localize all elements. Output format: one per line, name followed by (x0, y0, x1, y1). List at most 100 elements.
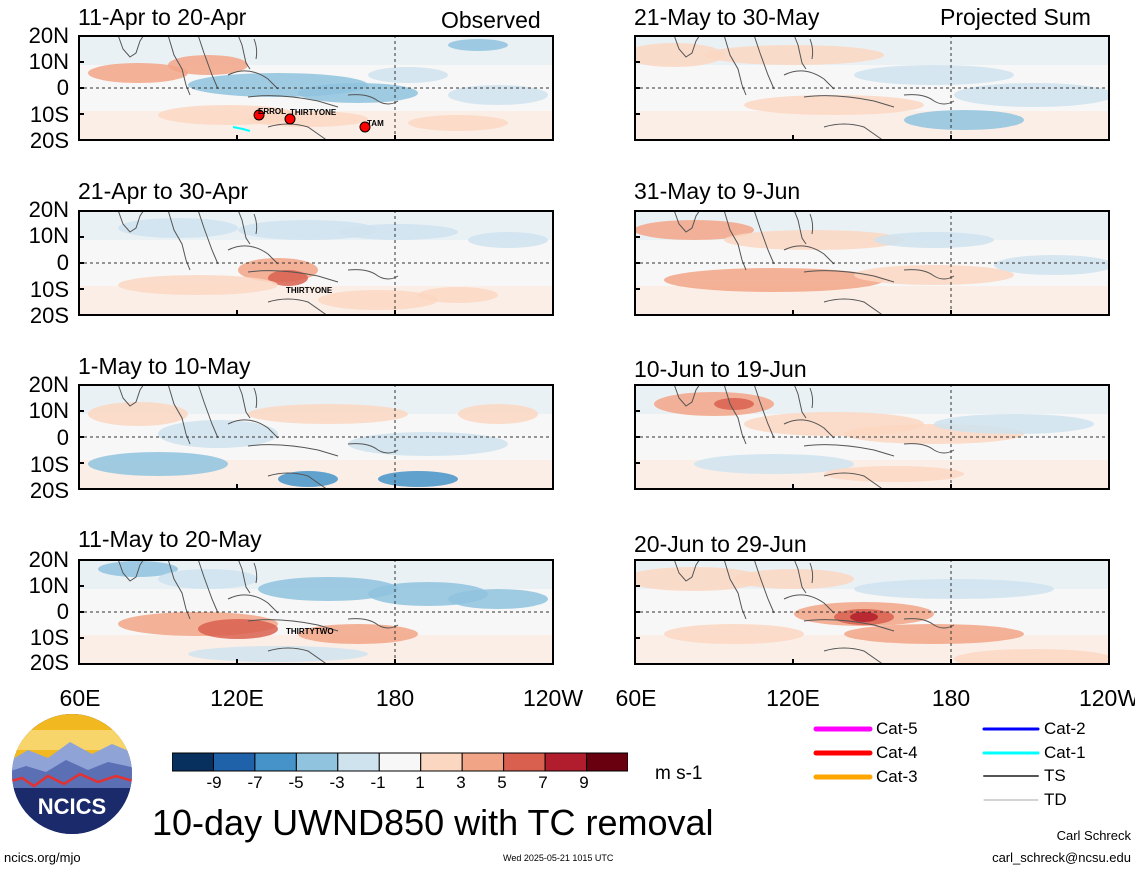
coastline (117, 35, 399, 141)
colorbar-tick-label: -5 (288, 773, 304, 792)
wind-anomaly-region (118, 275, 278, 295)
lat-label: 20S (29, 478, 69, 503)
map-panel-p1 (78, 35, 554, 141)
colorbar-swatch (172, 752, 214, 772)
wind-anomaly-region (298, 624, 418, 644)
panel-title-p2: 21-Apr to 30-Apr (78, 178, 249, 204)
wind-anomaly-region (318, 290, 438, 310)
map-panel-p7 (634, 384, 1110, 490)
wind-anomaly-region (158, 420, 278, 448)
field-tint (634, 286, 1110, 316)
colorbar-tick-label: -3 (329, 773, 345, 792)
lat-label: 10N (28, 49, 69, 74)
wind-anomaly-region (418, 287, 498, 303)
wind-anomaly-region (850, 612, 878, 622)
wind-anomaly-region (904, 110, 1024, 130)
footer-timestamp: Wed 2025-05-21 1015 UTC (503, 853, 614, 863)
wind-anomaly-region (298, 83, 418, 103)
wind-anomaly-region (734, 569, 854, 589)
lat-label: 10S (29, 277, 69, 302)
figure-title: 10-day UWND850 with TC removal (152, 802, 714, 843)
wind-anomaly-region (714, 398, 754, 410)
panel-title-p8: 20-Jun to 29-Jun (634, 531, 807, 557)
wind-anomaly-region (458, 404, 538, 424)
storm-label-thirtytwo: THIRTYTWO (286, 627, 334, 636)
wind-anomaly-region (704, 45, 884, 65)
legend-label-cat3: Cat-3 (876, 767, 918, 786)
colorbar-tick-label: 5 (497, 773, 507, 792)
observed-label: Observed (441, 7, 541, 33)
colorbar-swatch (378, 752, 422, 772)
legend-label-ts: TS (1044, 766, 1066, 785)
storm-marker-icon (359, 121, 371, 133)
colorbar-swatch (544, 752, 588, 772)
coastline (673, 35, 955, 141)
lat-label: 10S (29, 625, 69, 650)
wind-anomaly-region (448, 39, 508, 51)
lat-label: 0 (56, 250, 69, 275)
legend-label-cat1: Cat-1 (1044, 743, 1086, 762)
lat-label: 10S (29, 102, 69, 127)
lat-label: 0 (56, 599, 69, 624)
wind-anomaly-region (88, 452, 228, 476)
coastline (117, 384, 399, 490)
lat-label: 10S (29, 452, 69, 477)
wind-anomaly-region (258, 577, 398, 601)
colorbar-swatch (420, 752, 463, 772)
lat-label: 10N (28, 223, 69, 248)
colorbar-swatch (295, 752, 339, 772)
wind-anomaly-region (994, 255, 1110, 275)
colorbar-swatch (503, 752, 546, 772)
lat-label: 20S (29, 128, 69, 153)
storm-marker-icon (253, 109, 265, 121)
panel-title-p4: 11-May to 20-May (78, 526, 262, 552)
wind-anomaly-region (634, 567, 764, 591)
projected-label: Projected Sum (940, 4, 1091, 30)
wind-anomaly-region (448, 85, 548, 105)
colorbar-tick-label: 3 (456, 773, 466, 792)
colorbar-swatch (461, 752, 505, 772)
wind-anomaly-region (338, 224, 458, 240)
wind-anomaly-region (634, 220, 754, 240)
coastline (673, 384, 955, 490)
panel-title-p6: 31-May to 9-Jun (634, 178, 801, 204)
legend-label-cat2: Cat-2 (1044, 719, 1086, 738)
wind-anomaly-region (468, 232, 548, 248)
wind-anomaly-region (744, 95, 924, 115)
colorbar-tick-label: 1 (415, 773, 425, 792)
map-panel-p8 (634, 559, 1110, 665)
wind-anomaly-region (278, 471, 338, 487)
author-email: carl_schreck@ncsu.edu (992, 850, 1131, 865)
wind-anomaly-region (118, 218, 238, 238)
wind-anomaly-region (954, 83, 1110, 107)
storm-label-thirtyone: THIRTYONE (290, 108, 337, 117)
wind-anomaly-region (158, 569, 258, 589)
lon-label: 120E (766, 685, 820, 711)
wind-anomaly-region (198, 619, 278, 639)
colorbar-swatch (337, 752, 380, 772)
wind-anomaly-region (408, 115, 508, 131)
wind-anomaly-region (348, 432, 508, 456)
wind-anomaly-region (88, 402, 188, 426)
legend-label-cat5: Cat-5 (876, 719, 918, 738)
storm-track (232, 126, 251, 132)
lon-label: 120W (1078, 685, 1135, 711)
wind-anomaly-region (98, 561, 178, 577)
wind-anomaly-region (368, 67, 448, 83)
map-panel-p3 (78, 384, 554, 490)
map-panel-p2 (78, 210, 554, 316)
footer-url: ncics.org/mjo (4, 850, 81, 865)
wind-anomaly-region (844, 624, 1024, 644)
wind-anomaly-region (448, 589, 548, 609)
lat-label: 0 (56, 425, 69, 450)
lon-label: 180 (375, 685, 415, 711)
colorbar-swatch (254, 752, 297, 772)
colorbar (172, 752, 628, 772)
lon-label: 120E (210, 685, 264, 711)
lat-label: 10N (28, 398, 69, 423)
wind-anomaly-region (248, 404, 408, 424)
colorbar-tick-label: -7 (247, 773, 263, 792)
lat-label: 20N (28, 372, 69, 397)
wind-anomaly-region (188, 646, 368, 662)
tc-legend-lines (813, 726, 1040, 801)
